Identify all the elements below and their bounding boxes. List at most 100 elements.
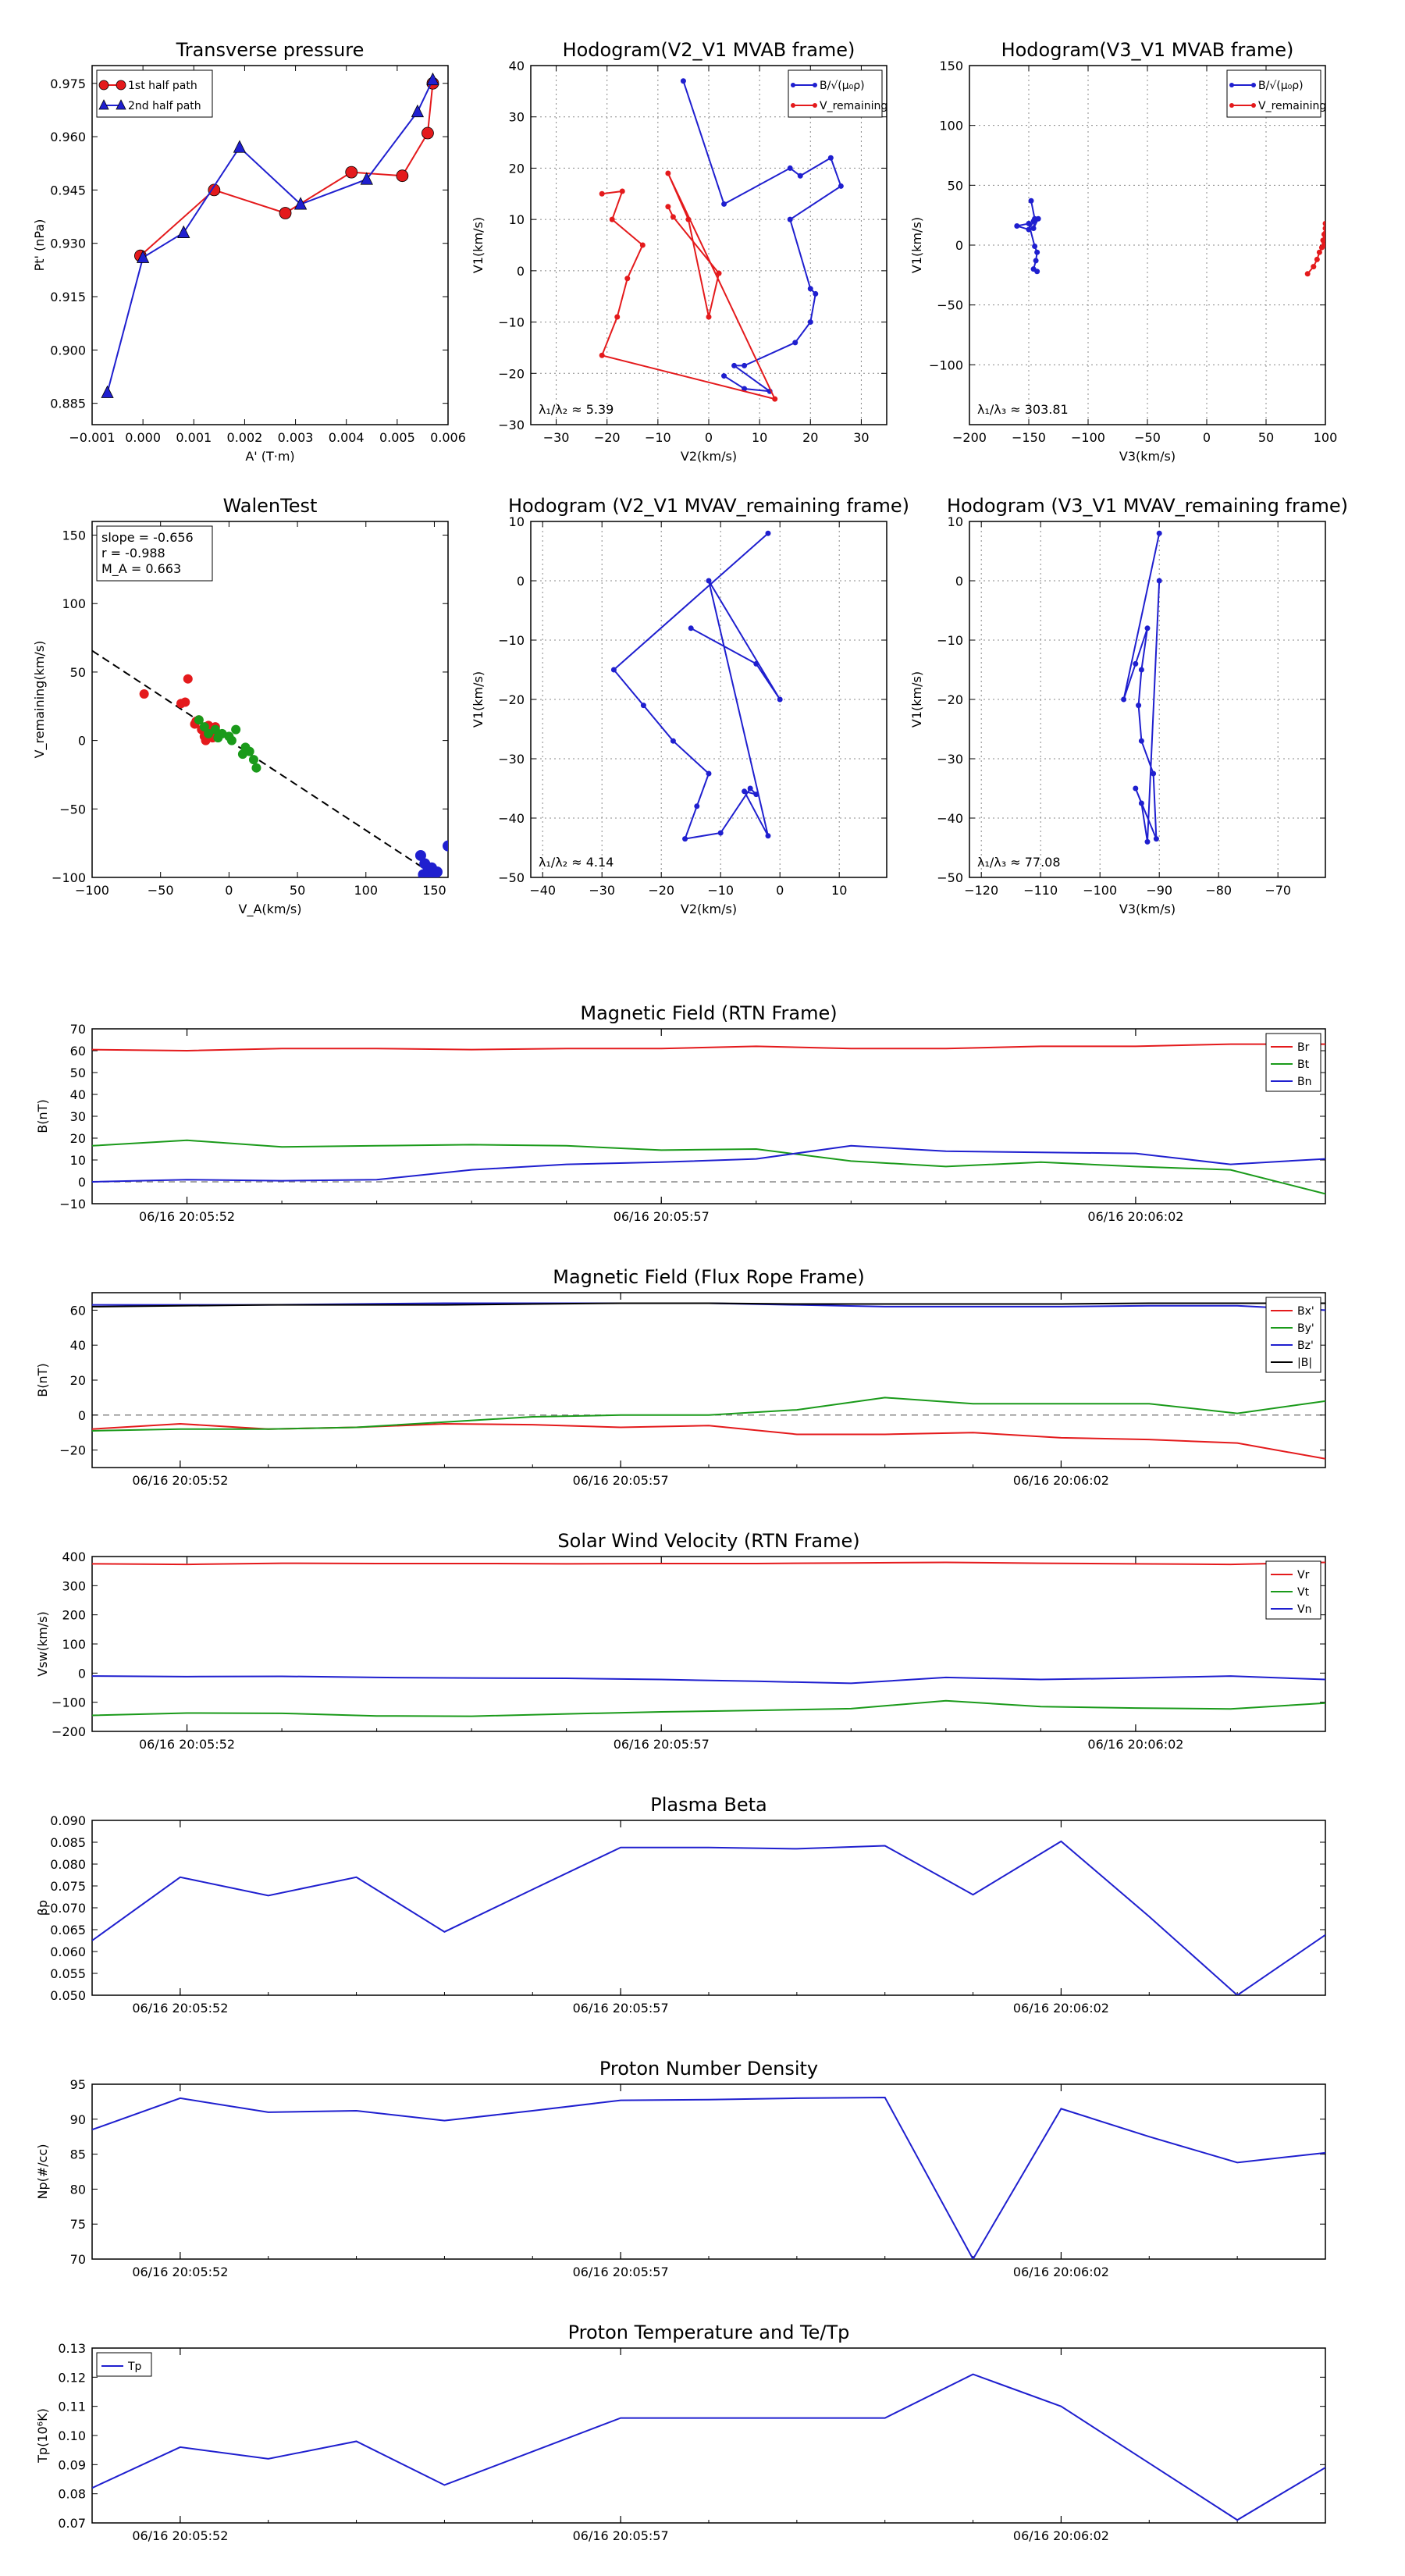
legend-marker — [98, 99, 109, 110]
data-point — [1322, 226, 1325, 232]
data-point — [1030, 218, 1037, 224]
fit-line — [92, 649, 439, 877]
y-tick-label: −50 — [937, 870, 963, 885]
data-point — [1151, 770, 1157, 777]
series-line-Bt — [92, 1139, 1325, 1195]
x-tick-label: −10 — [707, 883, 734, 898]
x-axis-label: V3(km/s) — [1119, 902, 1176, 916]
y-tick-label: −50 — [498, 870, 525, 885]
data-point — [177, 225, 190, 238]
x-tick-label: 06/16 20:05:52 — [139, 1209, 235, 1224]
panel-proton-temperature: Proton Temperature and Te/Tp 0.07 0.08 0.09… — [35, 2322, 1326, 2543]
annotation: λ₁/λ₂ ≈ 4.14 — [539, 855, 614, 870]
legend-marker — [116, 80, 126, 91]
scatter-point — [210, 724, 220, 735]
y-tick-label: 0.11 — [58, 2400, 86, 2414]
plot-area — [1121, 530, 1162, 845]
y-axis-label: Tp(10⁶K) — [35, 2408, 50, 2464]
data-point — [279, 207, 292, 219]
y-tick-label: 0.085 — [50, 1835, 86, 1850]
y-tick-label: 50 — [70, 1066, 86, 1080]
plot-area — [610, 530, 783, 842]
scatter-point — [251, 763, 261, 773]
x-tick-label: 06/16 20:05:57 — [573, 1473, 669, 1488]
legend: Vr Vt Vn — [1265, 1560, 1321, 1620]
y-tick-label: 100 — [62, 596, 86, 611]
y-tick-label: 0.070 — [50, 1901, 86, 1916]
legend-marker — [1251, 83, 1256, 87]
x-tick-label: −50 — [1134, 430, 1161, 445]
data-point — [1033, 258, 1039, 264]
data-point — [640, 703, 646, 709]
y-tick-label: −30 — [498, 418, 525, 432]
data-point — [765, 833, 771, 839]
data-point — [639, 242, 646, 248]
series-line-Bn — [92, 1144, 1325, 1183]
plot-area — [92, 649, 448, 877]
y-tick-label: 0.975 — [50, 76, 86, 91]
data-point — [706, 314, 712, 320]
x-tick-label: 06/16 20:05:52 — [139, 1737, 235, 1752]
legend-marker — [791, 103, 795, 108]
data-point — [765, 530, 771, 536]
data-point — [1144, 838, 1151, 845]
data-point — [619, 188, 625, 194]
x-tick-label: −90 — [1146, 883, 1172, 898]
axes-frame — [91, 2347, 1326, 2524]
data-point — [685, 216, 692, 222]
y-tick-label: −20 — [937, 692, 963, 707]
y-tick-label: −20 — [59, 1443, 86, 1458]
x-tick-label: 0.003 — [278, 430, 314, 445]
legend-label: B/√(μ₀ρ) — [820, 80, 865, 92]
data-point — [1034, 249, 1040, 255]
y-tick-label: −10 — [498, 315, 525, 330]
x-tick-label: 06/16 20:06:02 — [1013, 2265, 1109, 2279]
y-tick-label: −30 — [498, 752, 525, 767]
legend-label: 1st half path — [128, 80, 197, 92]
x-tick-label: −80 — [1205, 883, 1232, 898]
y-tick-label: 10 — [70, 1153, 86, 1168]
data-point — [1133, 785, 1139, 792]
y-tick-label: 70 — [70, 1022, 86, 1037]
chart-title: Proton Number Density — [599, 2058, 818, 2080]
data-point — [777, 696, 783, 703]
data-point — [742, 386, 748, 392]
data-point — [426, 72, 439, 86]
x-tick-label: 50 — [1258, 430, 1274, 445]
x-tick-label: −20 — [648, 883, 674, 898]
legend-label: Vn — [1297, 1603, 1311, 1616]
y-axis-label: βp — [35, 1900, 50, 1916]
data-point — [1138, 738, 1144, 744]
y-tick-label: 50 — [70, 665, 86, 680]
y-tick-label: −200 — [52, 1724, 86, 1739]
plot-area — [1014, 197, 1325, 277]
data-point — [1136, 703, 1142, 709]
data-point — [706, 770, 712, 777]
x-axis-label: V_A(km/s) — [239, 902, 302, 917]
data-point — [753, 792, 759, 798]
legend-frame — [96, 2352, 152, 2377]
legend-label: Bx' — [1297, 1305, 1314, 1318]
legend-frame — [1226, 69, 1321, 118]
data-point — [772, 396, 778, 402]
y-tick-label: 0.090 — [50, 1813, 86, 1828]
legend: Tp — [96, 2352, 152, 2377]
scatter-point — [194, 715, 204, 725]
y-axis-label: B(nT) — [35, 1099, 50, 1133]
data-point — [680, 78, 686, 84]
data-point — [716, 270, 722, 276]
annotation: λ₁/λ₃ ≈ 77.08 — [977, 855, 1061, 870]
y-axis-label: V1(km/s) — [471, 671, 486, 728]
data-point — [610, 667, 617, 673]
data-point — [1138, 800, 1144, 806]
x-tick-label: −20 — [594, 430, 621, 445]
y-tick-label: 0.08 — [58, 2487, 86, 2502]
chart-title: WalenTest — [223, 495, 318, 517]
scatter-point — [418, 869, 429, 877]
scatter-point — [231, 724, 241, 735]
y-tick-label: 70 — [70, 2252, 86, 2267]
x-tick-label: −0.001 — [69, 430, 115, 445]
plot-area — [92, 1302, 1325, 1460]
y-tick-label: 0.13 — [58, 2341, 86, 2356]
